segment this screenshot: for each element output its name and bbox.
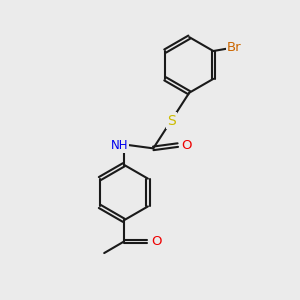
Text: O: O [182,139,192,152]
Text: O: O [151,235,162,248]
Text: S: S [167,114,176,128]
Text: Br: Br [226,40,241,54]
Text: NH: NH [111,139,128,152]
